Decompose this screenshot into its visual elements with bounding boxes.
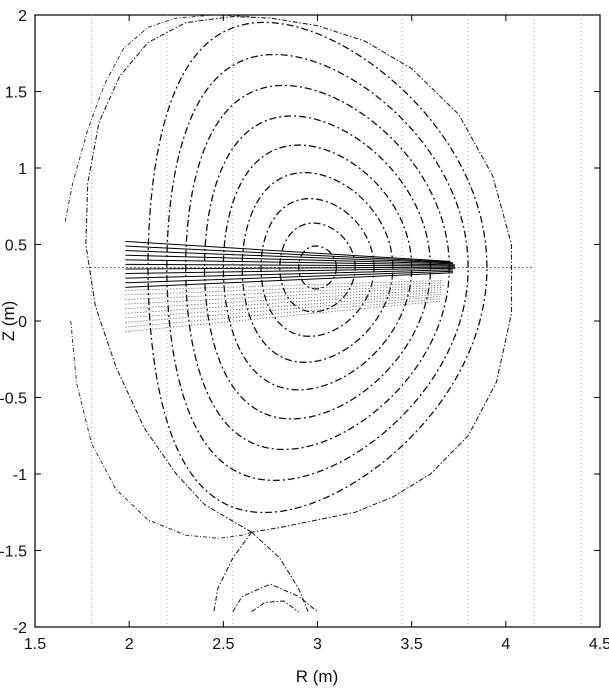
y-tick-label: 0.5 bbox=[5, 238, 27, 255]
solid-chord-line bbox=[125, 254, 454, 265]
y-tick-label: 0 bbox=[18, 314, 27, 331]
flux-surface-contour bbox=[185, 84, 450, 451]
dotted-chord-line bbox=[125, 293, 442, 319]
dotted-chord-line bbox=[125, 300, 440, 333]
solid-chord-line bbox=[125, 267, 455, 275]
x-tick-label: 2.5 bbox=[212, 636, 234, 653]
solid-chord-line bbox=[125, 245, 452, 263]
flux-surface-contour bbox=[241, 171, 394, 363]
x-tick-label: 3.5 bbox=[401, 636, 423, 653]
solid-chord-line bbox=[125, 270, 454, 284]
solid-chord-line bbox=[125, 272, 454, 288]
dotted-chord-line bbox=[125, 284, 444, 300]
dotted-chord-line bbox=[125, 280, 444, 291]
plot-frame bbox=[34, 14, 601, 628]
y-tick-label: 2 bbox=[18, 8, 27, 25]
solid-chord-line bbox=[125, 263, 455, 267]
flux-surface-contour bbox=[203, 115, 432, 420]
private-flux-contour bbox=[232, 583, 318, 613]
divertor-leg-contour bbox=[251, 531, 309, 612]
plot-content bbox=[64, 15, 582, 627]
y-tick-label: -2 bbox=[13, 620, 27, 637]
dotted-chord-line bbox=[125, 291, 442, 314]
y-tick-label: 1 bbox=[18, 161, 27, 178]
y-tick-label: 1.5 bbox=[5, 85, 27, 102]
flux-surface-contour bbox=[166, 53, 469, 482]
separatrix-contour bbox=[85, 15, 513, 533]
solid-chord-line bbox=[125, 269, 454, 279]
y-axis-label: Z (m) bbox=[0, 301, 18, 342]
dotted-chord-line bbox=[125, 289, 442, 310]
dotted-chord-line bbox=[125, 296, 440, 323]
x-tick-label: 1.5 bbox=[24, 636, 46, 653]
solid-chord-line bbox=[125, 259, 455, 266]
dotted-chord-line bbox=[125, 298, 440, 328]
solid-chord-line bbox=[125, 250, 454, 264]
x-tick-label: 4.5 bbox=[589, 636, 609, 653]
flux-surface-contour bbox=[260, 197, 375, 337]
y-tick-label: -1 bbox=[13, 467, 27, 484]
divertor-leg-contour bbox=[213, 531, 253, 612]
flux-surface-contour bbox=[222, 144, 413, 391]
private-flux-contour bbox=[251, 600, 299, 613]
flux-surface-contour bbox=[147, 21, 488, 514]
x-axis-label: R (m) bbox=[296, 667, 338, 686]
dotted-chord-line bbox=[125, 282, 444, 296]
x-tick-label: 3 bbox=[313, 636, 322, 653]
dotted-chord-line bbox=[125, 286, 442, 305]
y-tick-label: -1.5 bbox=[0, 544, 27, 561]
x-tick-label: 2 bbox=[125, 636, 134, 653]
solid-chord-line bbox=[125, 240, 450, 262]
lower-left-contour bbox=[70, 320, 252, 539]
y-tick-label: -0.5 bbox=[0, 391, 27, 408]
flux-surface-contour bbox=[298, 245, 337, 290]
solid-chord-line bbox=[125, 266, 455, 270]
outer-flux-contour bbox=[64, 15, 252, 222]
flux-surface-contour bbox=[279, 222, 356, 313]
axis-ticks: 1.5 2 2.5 3 3.5 4 4.5 -2 -1.5 -1 -0.5 0 0.5 1 1.5 2 bbox=[0, 8, 609, 653]
x-tick-label: 4 bbox=[501, 636, 510, 653]
